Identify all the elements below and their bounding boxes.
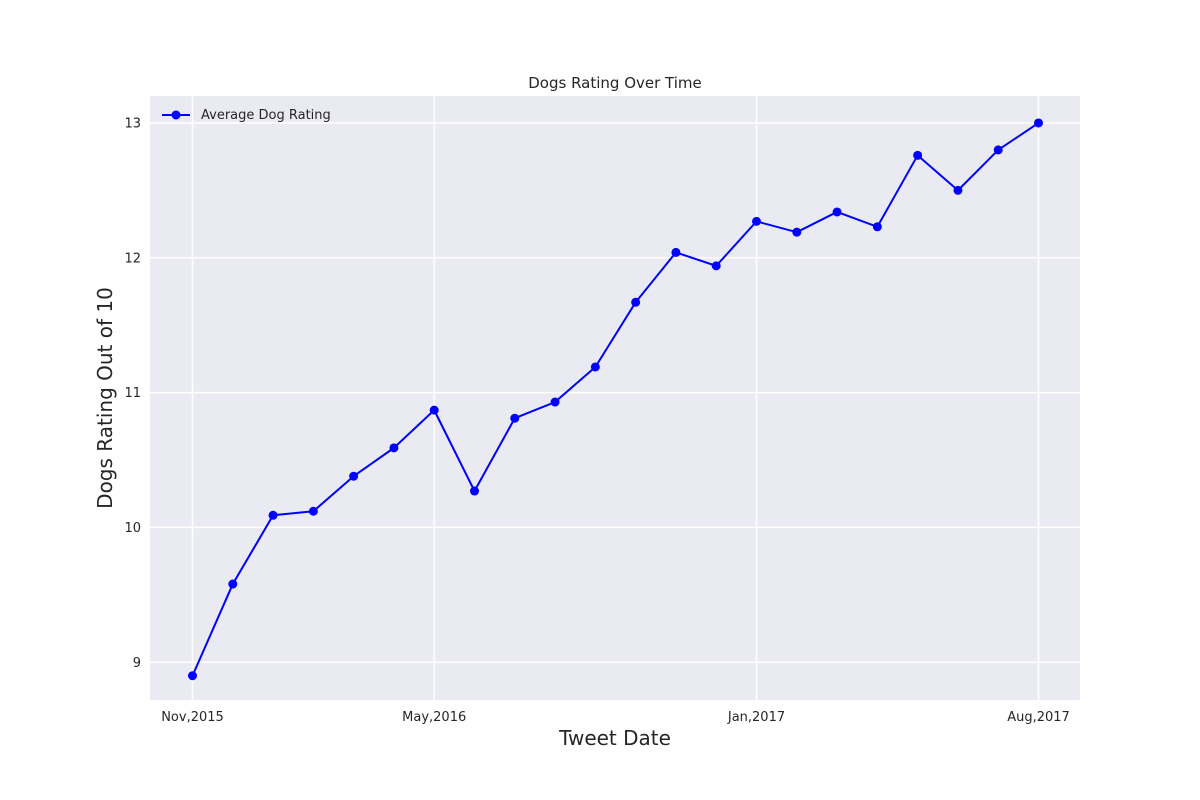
x-tick-label: Nov,2015 (161, 710, 224, 725)
legend-marker-swatch (171, 110, 181, 120)
y-axis-title: Dogs Rating Out of 10 (93, 287, 117, 509)
plot-area (150, 96, 1080, 700)
series-layer (188, 118, 1043, 681)
x-tick-label: Jan,2017 (727, 710, 785, 725)
data-point (268, 510, 278, 520)
data-point (349, 471, 359, 481)
x-tick-label: May,2016 (402, 710, 466, 725)
grid-lines (150, 96, 1080, 700)
data-point (470, 486, 479, 496)
data-point (752, 216, 761, 226)
data-point (832, 207, 842, 217)
data-point (308, 506, 318, 516)
data-point (792, 227, 802, 237)
y-tick-label: 11 (124, 386, 141, 401)
x-tick-label: Aug,2017 (1007, 710, 1070, 725)
data-point (550, 397, 560, 407)
data-point (1034, 118, 1043, 128)
legend-label: Average Dog Rating (201, 108, 331, 123)
data-point (429, 405, 439, 415)
data-point (953, 185, 963, 195)
data-point (872, 222, 882, 232)
tick-labels: 9 10 11 12 13 Nov,2015 May,2016 Jan,2017 Aug,201… (124, 116, 1069, 725)
data-point (590, 362, 600, 372)
data-point (671, 247, 681, 257)
x-axis-title: Tweet Date (558, 726, 671, 750)
y-tick-label: 13 (124, 116, 141, 131)
data-point (711, 261, 721, 271)
y-tick-label: 9 (133, 656, 141, 671)
data-point (228, 579, 238, 589)
data-point (913, 150, 923, 160)
y-tick-label: 10 (124, 521, 141, 536)
data-point (389, 443, 399, 453)
data-point (510, 413, 520, 423)
data-point (188, 671, 197, 681)
chart-title: Dogs Rating Over Time (528, 74, 702, 92)
data-point (631, 297, 641, 307)
data-point (993, 145, 1003, 155)
y-tick-label: 12 (124, 251, 141, 266)
series-line (191, 122, 1040, 677)
legend: Average Dog Rating (162, 108, 331, 123)
